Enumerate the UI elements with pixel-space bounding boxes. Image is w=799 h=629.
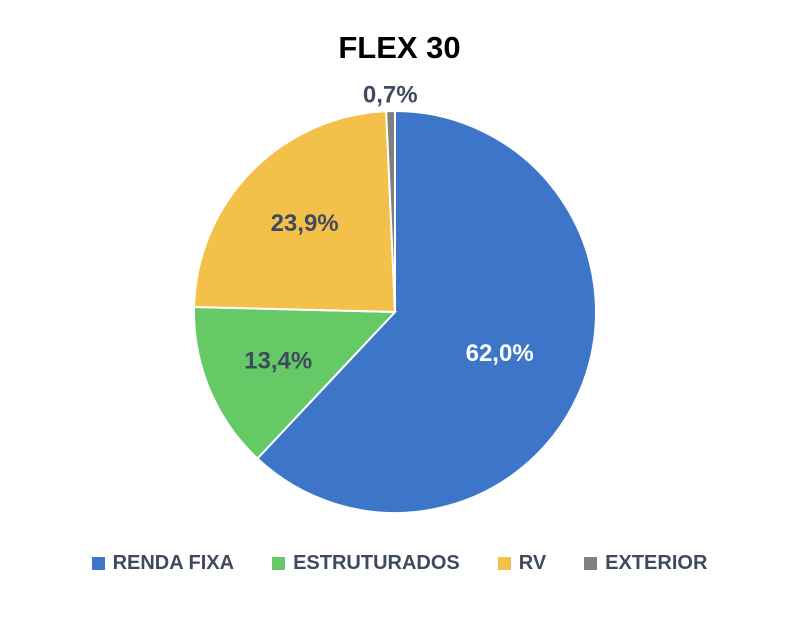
legend-label: RENDA FIXA: [112, 552, 235, 574]
legend-swatch: [584, 557, 598, 570]
pie-slice-renda-fixa: [255, 109, 597, 514]
pie-slice-estruturados: [193, 305, 398, 460]
legend-item-estruturados: ESTRUTURADOS: [272, 552, 460, 575]
legend-label: ESTRUTURADOS: [293, 552, 460, 574]
data-label-rv: 23,9%: [271, 210, 339, 237]
legend-item-exterior: EXTERIOR: [584, 552, 707, 575]
legend-label: RV: [518, 552, 547, 574]
legend-swatch: [497, 557, 511, 570]
legend-item-renda-fixa: RENDA FIXA: [91, 552, 235, 575]
data-label-exterior: 0,7%: [363, 81, 418, 108]
legend-swatch: [272, 557, 286, 570]
data-label-renda-fixa: 62,0%: [466, 340, 534, 367]
chart-title: FLEX 30: [338, 30, 461, 65]
pie-slice-exterior: [385, 109, 396, 313]
legend-item-rv: RV: [497, 552, 547, 575]
pie-slice-rv: [193, 110, 397, 314]
legend-swatch: [91, 557, 105, 570]
legend: RENDA FIXA ESTRUTURADOS RV EXTERIOR: [0, 552, 799, 575]
data-label-estruturados: 13,4%: [244, 347, 312, 374]
legend-label: EXTERIOR: [605, 552, 708, 574]
